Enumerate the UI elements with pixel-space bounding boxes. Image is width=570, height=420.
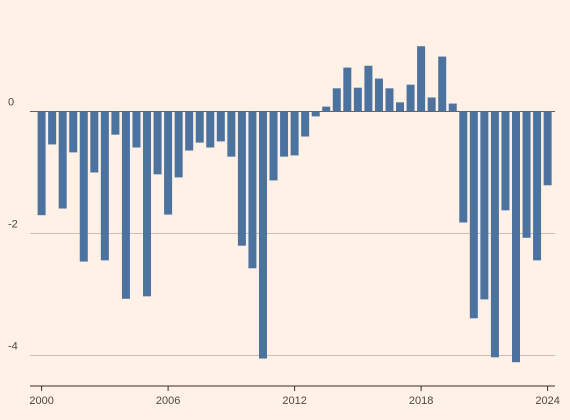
bar — [332, 88, 341, 112]
bar — [385, 88, 394, 112]
y-tick-label: 0 — [8, 97, 14, 109]
bar — [143, 111, 152, 297]
bar — [174, 111, 183, 178]
bar — [121, 111, 130, 299]
bar — [311, 111, 320, 117]
bar — [90, 111, 99, 173]
bar — [396, 102, 405, 112]
bar — [427, 97, 436, 112]
bar — [353, 87, 362, 112]
bar — [48, 111, 57, 145]
bar — [343, 67, 352, 112]
bar — [290, 111, 299, 156]
x-tick-label: 2018 — [409, 395, 433, 407]
x-tick-label: 2024 — [535, 395, 559, 407]
bar — [258, 111, 267, 359]
bar — [153, 111, 162, 175]
bar — [280, 111, 289, 157]
y-tick-label: -2 — [8, 219, 18, 231]
x-tick-label: 2012 — [282, 395, 306, 407]
bar — [185, 111, 194, 151]
bar — [237, 111, 246, 246]
bar — [364, 65, 373, 112]
bar — [543, 111, 552, 186]
y-tick-label: -4 — [8, 341, 18, 353]
bar — [374, 78, 383, 112]
bar — [459, 111, 468, 223]
bar — [79, 111, 88, 262]
bar — [438, 56, 447, 112]
bar — [69, 111, 78, 153]
bar — [132, 111, 141, 148]
bar — [111, 111, 120, 135]
bar — [480, 111, 489, 300]
x-tick-label: 2006 — [156, 395, 180, 407]
bar — [406, 84, 415, 112]
bar — [533, 111, 542, 261]
bar — [227, 111, 236, 157]
bar — [195, 111, 204, 143]
bar — [206, 111, 215, 148]
bar — [469, 111, 478, 319]
bar — [301, 111, 310, 137]
bar — [164, 111, 173, 215]
bar — [37, 111, 46, 216]
bar — [100, 111, 109, 261]
bar — [322, 106, 331, 112]
x-tick-label: 2000 — [29, 395, 53, 407]
bar — [58, 111, 67, 209]
bar — [216, 111, 225, 142]
bar — [501, 111, 510, 211]
bar — [511, 111, 520, 363]
bar — [448, 103, 457, 112]
bar — [417, 46, 426, 112]
bar — [269, 111, 278, 181]
bar — [490, 111, 499, 358]
bar — [248, 111, 257, 269]
bar — [522, 111, 531, 238]
